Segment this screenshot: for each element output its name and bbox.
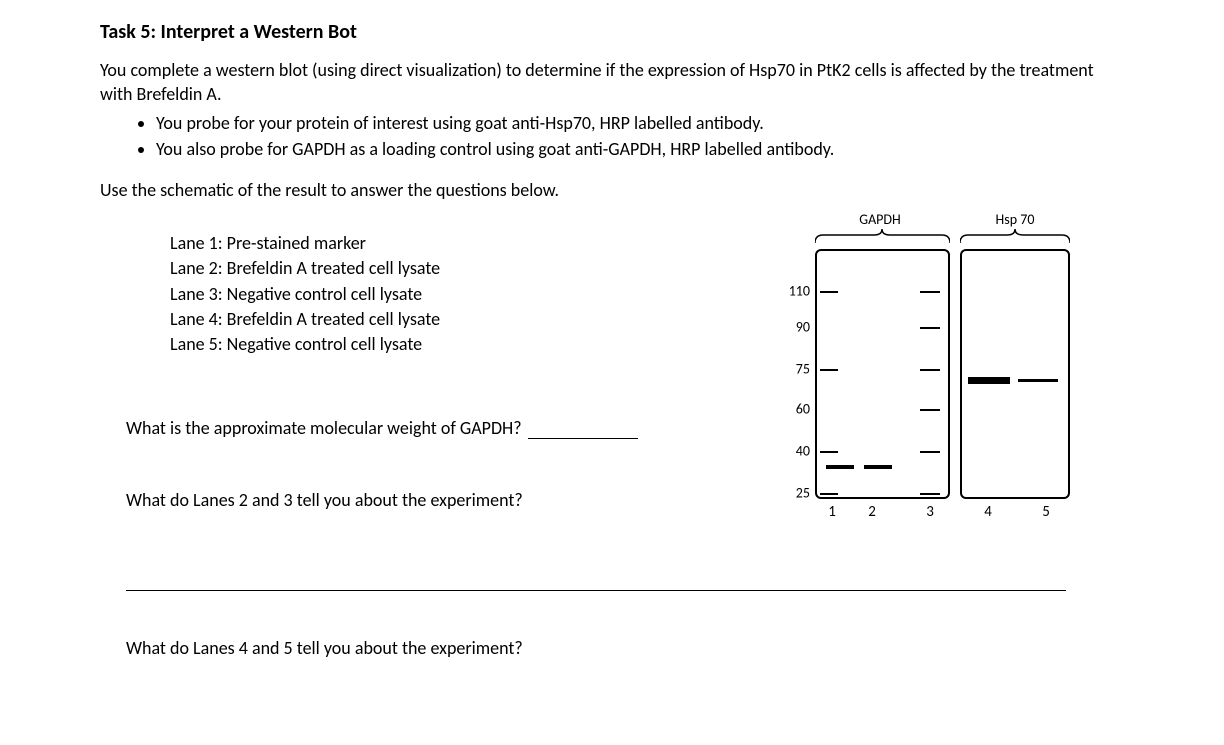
membrane-label-hsp70: Hsp 70 [985, 211, 1045, 228]
marker-band-lane1 [820, 451, 838, 453]
lane-legend: Lane 1: Pre-stained marker Lane 2: Brefe… [100, 231, 720, 357]
marker-band-lane1 [820, 493, 838, 495]
bracket-gapdh [815, 229, 950, 243]
mw-label: 40 [780, 443, 810, 460]
mw-label: 25 [780, 485, 810, 502]
mw-label: 90 [780, 319, 810, 336]
hsp70-band [1018, 379, 1058, 382]
membrane-hsp70 [960, 249, 1070, 499]
membrane-label-gapdh: GAPDH [850, 211, 910, 228]
question-1-text: What is the approximate molecular weight… [126, 417, 522, 439]
mw-label: 60 [780, 401, 810, 418]
lane-legend-item: Lane 2: Brefeldin A treated cell lysate [170, 256, 720, 281]
marker-band-lane3 [920, 369, 940, 371]
gapdh-band [864, 465, 892, 469]
marker-band-lane3 [920, 409, 940, 411]
marker-band-lane1 [820, 369, 838, 371]
marker-band-lane3 [920, 327, 940, 329]
left-column: Lane 1: Pre-stained marker Lane 2: Brefe… [100, 211, 720, 511]
question-1-row: What is the approximate molecular weight… [126, 417, 720, 439]
lane-number: 4 [978, 503, 998, 521]
lane-number: 5 [1036, 503, 1056, 521]
marker-band-lane1 [820, 291, 838, 293]
lane-legend-item: Lane 1: Pre-stained marker [170, 231, 720, 256]
intro-paragraph: You complete a western blot (using direc… [100, 58, 1124, 107]
lane-legend-item: Lane 3: Negative control cell lysate [170, 282, 720, 307]
lane-legend-item: Lane 5: Negative control cell lysate [170, 332, 720, 357]
answer-blank-short[interactable] [528, 419, 638, 439]
marker-band-lane3 [920, 451, 940, 453]
lane-number: 1 [822, 503, 842, 521]
mw-label: 110 [780, 283, 810, 300]
hsp70-band [968, 377, 1010, 384]
gapdh-band [826, 465, 854, 469]
marker-band-lane3 [920, 291, 940, 293]
instruction-text: Use the schematic of the result to answe… [100, 179, 1124, 201]
lane-legend-item: Lane 4: Brefeldin A treated cell lysate [170, 307, 720, 332]
task-title: Task 5: Interpret a Western Bot [100, 20, 1124, 44]
western-blot-diagram: GAPDH Hsp 70 110 90 75 60 40 25 1 2 3 4 5 [760, 211, 1090, 531]
bullet-item: You probe for your protein of interest u… [156, 111, 1124, 135]
bullet-list: You probe for your protein of interest u… [100, 111, 1124, 162]
marker-band-lane3 [920, 493, 940, 495]
mw-label: 75 [780, 361, 810, 378]
bracket-hsp70 [960, 229, 1070, 243]
answer-blank-long[interactable] [126, 567, 1066, 591]
lane-number: 3 [920, 503, 940, 521]
question-2-text: What do Lanes 2 and 3 tell you about the… [126, 489, 720, 511]
bullet-item: You also probe for GAPDH as a loading co… [156, 137, 1124, 161]
question-3-text: What do Lanes 4 and 5 tell you about the… [126, 637, 1124, 659]
membrane-gapdh [815, 249, 950, 499]
lane-number: 2 [862, 503, 882, 521]
